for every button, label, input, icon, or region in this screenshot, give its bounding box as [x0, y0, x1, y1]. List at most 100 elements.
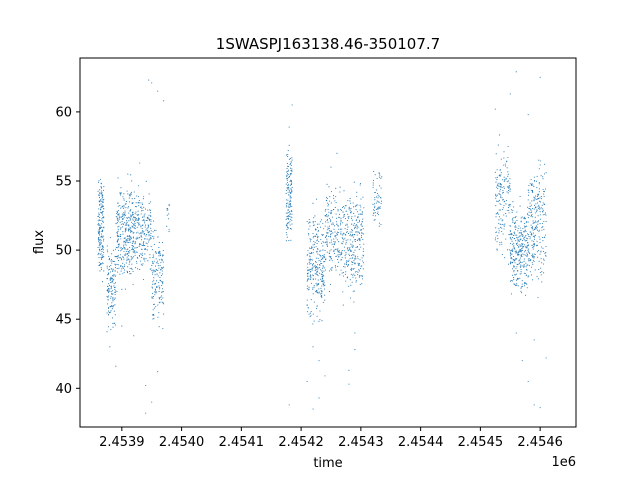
data-point: [523, 218, 526, 220]
data-point: [543, 259, 545, 261]
data-point: [503, 214, 505, 216]
data-point: [496, 212, 498, 214]
data-point: [330, 268, 332, 270]
data-point: [151, 286, 153, 288]
data-point: [110, 292, 113, 294]
data-point: [360, 223, 363, 225]
x-tick-label: 2.4546: [517, 435, 563, 450]
data-point: [530, 266, 533, 268]
data-point: [511, 248, 513, 250]
data-point: [334, 200, 336, 202]
data-point: [128, 263, 130, 265]
data-point: [97, 254, 99, 256]
data-point: [508, 185, 510, 187]
data-point: [330, 212, 333, 214]
data-point: [327, 229, 329, 231]
data-point: [520, 290, 522, 292]
data-point: [159, 288, 161, 290]
data-point: [495, 237, 497, 239]
data-point: [520, 245, 522, 247]
data-point: [498, 192, 500, 194]
data-point: [290, 161, 292, 163]
data-point: [111, 293, 113, 295]
data-point: [162, 250, 164, 252]
data-point: [98, 261, 100, 263]
data-point: [99, 232, 101, 234]
data-point: [125, 227, 127, 229]
data-point: [527, 238, 529, 240]
data-point: [287, 209, 289, 211]
data-point: [358, 213, 360, 215]
data-point: [543, 191, 545, 193]
data-point: [132, 219, 134, 221]
data-point: [508, 186, 510, 188]
data-point: [521, 285, 524, 287]
data-point: [132, 214, 134, 216]
data-point: [513, 242, 515, 244]
data-point: [287, 199, 289, 201]
data-point: [329, 196, 331, 198]
data-point: [324, 241, 327, 243]
data-point: [351, 261, 353, 263]
data-point: [114, 291, 116, 293]
data-point: [500, 218, 502, 220]
data-point: [128, 212, 130, 214]
data-point: [103, 252, 105, 254]
data-point: [337, 232, 340, 234]
data-point: [315, 257, 317, 259]
data-point: [352, 262, 354, 264]
data-point: [324, 210, 326, 212]
data-point: [356, 246, 358, 248]
data-point: [313, 246, 315, 248]
data-point: [497, 238, 499, 240]
data-point: [517, 270, 519, 272]
data-point: [538, 183, 540, 185]
data-point: [495, 213, 497, 215]
data-point: [345, 263, 347, 265]
data-point: [500, 185, 502, 187]
data-point: [350, 233, 352, 235]
data-point: [342, 217, 344, 219]
data-point: [136, 226, 138, 228]
data-point: [333, 249, 335, 251]
data-point: [117, 217, 119, 219]
data-point: [350, 250, 353, 252]
data-point: [497, 185, 499, 187]
data-point: [288, 189, 290, 191]
data-point: [142, 263, 144, 265]
data-point: [320, 280, 322, 282]
data-point: [520, 221, 522, 223]
data-point: [345, 251, 347, 253]
data-point: [132, 218, 134, 220]
data-point: [337, 208, 339, 210]
data-point: [498, 199, 500, 201]
data-point: [494, 108, 496, 110]
data-point: [526, 287, 528, 289]
data-point: [542, 188, 544, 191]
data-point: [128, 235, 130, 238]
data-point: [528, 191, 530, 193]
data-point: [312, 237, 314, 239]
data-point: [538, 204, 540, 206]
data-point: [110, 290, 112, 293]
data-point: [154, 288, 156, 290]
data-point: [520, 230, 522, 232]
data-point: [159, 272, 161, 274]
data-point: [154, 274, 156, 276]
data-point: [349, 257, 351, 259]
data-point: [289, 191, 291, 193]
data-point: [499, 242, 501, 244]
data-point: [535, 203, 537, 205]
data-point: [336, 152, 338, 154]
data-point: [152, 281, 154, 283]
x-tick-label: 2.4541: [219, 435, 265, 450]
data-point: [524, 229, 526, 231]
data-point: [515, 225, 517, 227]
data-point: [110, 277, 112, 279]
data-point: [160, 268, 162, 270]
data-point: [158, 281, 160, 284]
data-point: [134, 213, 136, 215]
data-point: [151, 297, 153, 299]
data-point: [372, 182, 374, 184]
data-point: [127, 266, 129, 268]
